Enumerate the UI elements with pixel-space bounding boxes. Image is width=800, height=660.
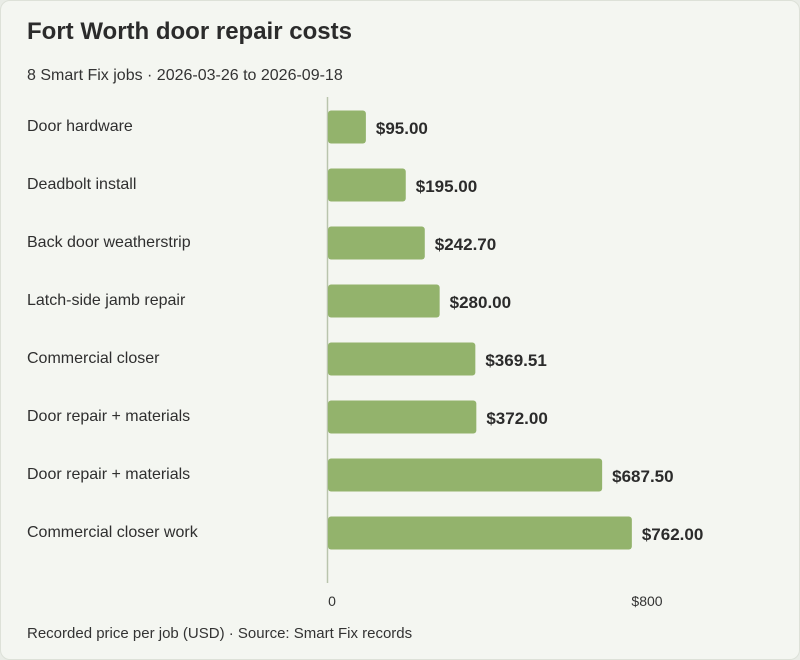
value-label: $369.51 — [485, 351, 546, 370]
value-label: $687.50 — [612, 467, 673, 486]
bar — [328, 110, 366, 144]
bar — [328, 400, 477, 434]
category-label: Door hardware — [27, 118, 133, 135]
x-tick-label: 0 — [328, 593, 336, 609]
category-label: Latch-side jamb repair — [27, 292, 186, 309]
bar — [328, 516, 632, 550]
bar — [328, 226, 425, 260]
category-label: Commercial closer — [27, 350, 160, 367]
bar — [328, 342, 476, 376]
category-label: Door repair + materials — [27, 466, 190, 483]
x-tick-label: $800 — [631, 593, 662, 609]
value-label: $280.00 — [450, 293, 511, 312]
value-label: $242.70 — [435, 235, 496, 254]
chart-subtitle: 8 Smart Fix jobs · 2026-03-26 to 2026-09… — [27, 67, 343, 84]
bar — [328, 458, 603, 492]
bar — [328, 168, 406, 202]
value-label: $195.00 — [416, 177, 477, 196]
chart-footer: Recorded price per job (USD) · Source: S… — [27, 625, 413, 642]
chart-title: Fort Worth door repair costs — [27, 18, 352, 45]
category-label: Door repair + materials — [27, 408, 190, 425]
category-label: Back door weatherstrip — [27, 234, 191, 251]
value-label: $762.00 — [642, 525, 703, 544]
bar — [328, 284, 440, 318]
category-label: Deadbolt install — [27, 176, 136, 193]
category-label: Commercial closer work — [27, 524, 199, 541]
value-label: $372.00 — [486, 409, 547, 428]
value-label: $95.00 — [376, 119, 428, 138]
